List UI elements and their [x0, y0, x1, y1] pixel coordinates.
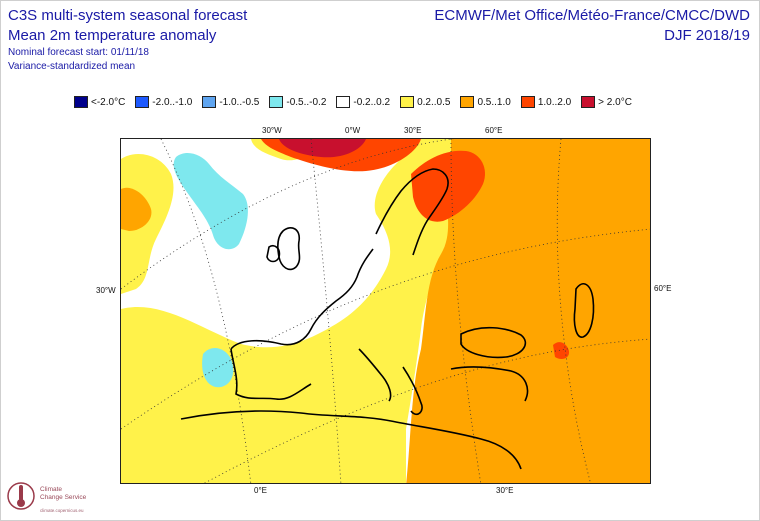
warm-anomaly-area-west — [121, 187, 152, 231]
map-canvas — [121, 139, 650, 483]
thermometer-logo-icon — [7, 482, 35, 510]
lon-label-60e-right: 60°E — [654, 284, 672, 293]
season: DJF 2018/19 — [664, 27, 750, 44]
providers: ECMWF/Met Office/Météo-France/CMCC/DWD — [434, 7, 750, 24]
graticule — [121, 139, 650, 483]
legend-label: 0.5..1.0 — [477, 96, 511, 108]
weak-cold-anomaly-area-south — [202, 347, 234, 388]
legend-item: 1.0..2.0 — [520, 96, 572, 108]
weak-cold-anomaly-area-north — [173, 153, 248, 250]
legend-label: 0.2..0.5 — [417, 96, 451, 108]
legend-item: -0.5..-0.2 — [269, 96, 326, 108]
legend-swatch — [74, 96, 88, 108]
copernicus-logo: Climate Change Service climate.copernicu… — [6, 478, 106, 516]
lon-label-0-bottom: 0°E — [254, 486, 267, 495]
title-line-1: C3S multi-system seasonal forecast — [8, 7, 248, 24]
logo-tagline: climate.copernicus.eu — [40, 508, 84, 513]
legend-swatch — [269, 96, 284, 108]
legend-item: <-2.0°C — [74, 96, 125, 108]
title-block-right: ECMWF/Met Office/Météo-France/CMCC/DWD D… — [434, 6, 750, 46]
legend-item: -2.0..-1.0 — [135, 96, 192, 108]
legend-label: > 2.0°C — [598, 96, 632, 108]
coastlines — [180, 168, 595, 470]
legend-swatch — [135, 96, 150, 108]
legend-item: -1.0..-0.5 — [202, 96, 259, 108]
forecast-start: Nominal forecast start: 01/11/18 — [8, 47, 149, 58]
legend-swatch — [581, 96, 596, 108]
lon-label-60e-top: 60°E — [485, 126, 503, 135]
legend-label: 1.0..2.0 — [537, 96, 572, 108]
legend-item: > 2.0°C — [581, 96, 632, 108]
temperature-anomaly-map — [120, 138, 651, 484]
legend-swatch — [520, 96, 535, 108]
logo-text: Climate Change Service — [40, 486, 86, 502]
legend-label: -1.0..-0.5 — [219, 96, 260, 108]
lon-label-0-top: 0°W — [345, 126, 361, 135]
legend-label: -0.5..-0.2 — [286, 96, 327, 108]
weak-warm-anomaly-area — [121, 139, 451, 483]
title-block-left: C3S multi-system seasonal forecast Mean … — [8, 6, 247, 74]
legend-swatch — [460, 96, 475, 108]
legend-item: 0.5..1.0 — [460, 96, 511, 108]
logo-line-1: Climate — [40, 486, 63, 493]
legend-swatch — [400, 96, 415, 108]
legend-swatch — [202, 96, 217, 108]
legend-swatch — [336, 96, 351, 108]
logo-line-2: Change Service — [40, 494, 87, 501]
legend-label: <-2.0°C — [91, 96, 126, 108]
weak-warm-anomaly-area-west — [121, 154, 174, 294]
lon-label-30w-top: 30°W — [262, 126, 282, 135]
legend-label: -0.2..0.2 — [353, 96, 391, 108]
warm-anomaly-area — [406, 139, 650, 483]
legend-item: 0.2..0.5 — [400, 96, 450, 108]
color-legend: <-2.0°C -2.0..-1.0 -1.0..-0.5 -0.5..-0.2 -0.… — [74, 95, 642, 109]
lon-label-30e-bottom: 30°E — [496, 486, 514, 495]
very-strong-warm-anomaly-area — [279, 139, 366, 158]
method-note: Variance-standardized mean — [8, 61, 136, 72]
legend-label: -2.0..-1.0 — [152, 96, 193, 108]
title-line-2: Mean 2m temperature anomaly — [8, 27, 217, 44]
lon-label-30e-top: 30°E — [404, 126, 422, 135]
legend-item: -0.2..0.2 — [336, 96, 390, 108]
strong-warm-anomaly-spot — [553, 342, 570, 359]
lon-label-30w-left: 30°W — [96, 286, 116, 295]
